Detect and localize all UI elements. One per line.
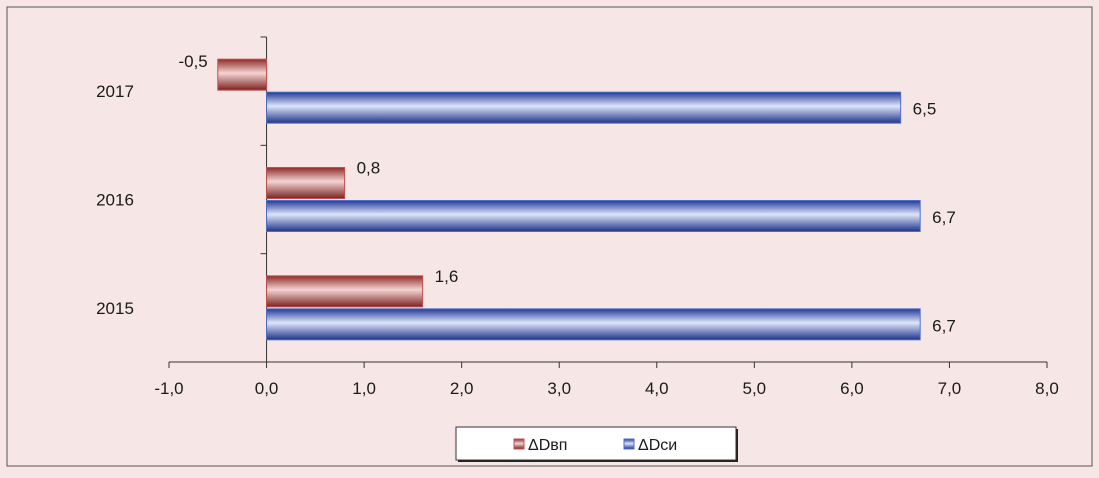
legend-swatch-series-0 xyxy=(513,438,525,450)
x-tick-label: 5,0 xyxy=(743,379,767,398)
x-tick-label: 8,0 xyxy=(1035,379,1059,398)
x-tick-label: 1,0 xyxy=(352,379,376,398)
x-tick-label: 2,0 xyxy=(450,379,474,398)
x-tick-label: 4,0 xyxy=(645,379,669,398)
data-label: -0,5 xyxy=(178,52,207,71)
data-label: 1,6 xyxy=(435,267,459,286)
bar-2017-series-1 xyxy=(266,91,902,124)
y-category-label: 2016 xyxy=(96,191,134,210)
bar-2016-series-0 xyxy=(266,167,346,199)
bar-2017-series-0 xyxy=(217,58,268,91)
bar-2015-series-0 xyxy=(266,275,424,308)
chart-frame xyxy=(6,6,1093,467)
data-label: 6,7 xyxy=(932,208,956,227)
legend-label-series-0: ΔDвп xyxy=(528,437,567,454)
bar-2016-series-1 xyxy=(266,200,921,232)
x-tick-label: 7,0 xyxy=(938,379,962,398)
legend-label-series-1: ΔDси xyxy=(638,437,677,454)
x-tick-label: 0,0 xyxy=(255,379,279,398)
data-label: 6,7 xyxy=(932,316,956,335)
legend-swatch-series-1 xyxy=(623,438,635,450)
legend-box xyxy=(455,426,737,461)
x-tick-label: 3,0 xyxy=(547,379,571,398)
data-label: 6,5 xyxy=(913,100,937,119)
bar-2015-series-1 xyxy=(266,308,921,341)
x-tick-label: 6,0 xyxy=(840,379,864,398)
data-label: 0,8 xyxy=(357,159,381,178)
y-category-label: 2015 xyxy=(96,299,134,318)
x-tick-label: -1,0 xyxy=(154,379,183,398)
y-category-label: 2017 xyxy=(96,82,134,101)
